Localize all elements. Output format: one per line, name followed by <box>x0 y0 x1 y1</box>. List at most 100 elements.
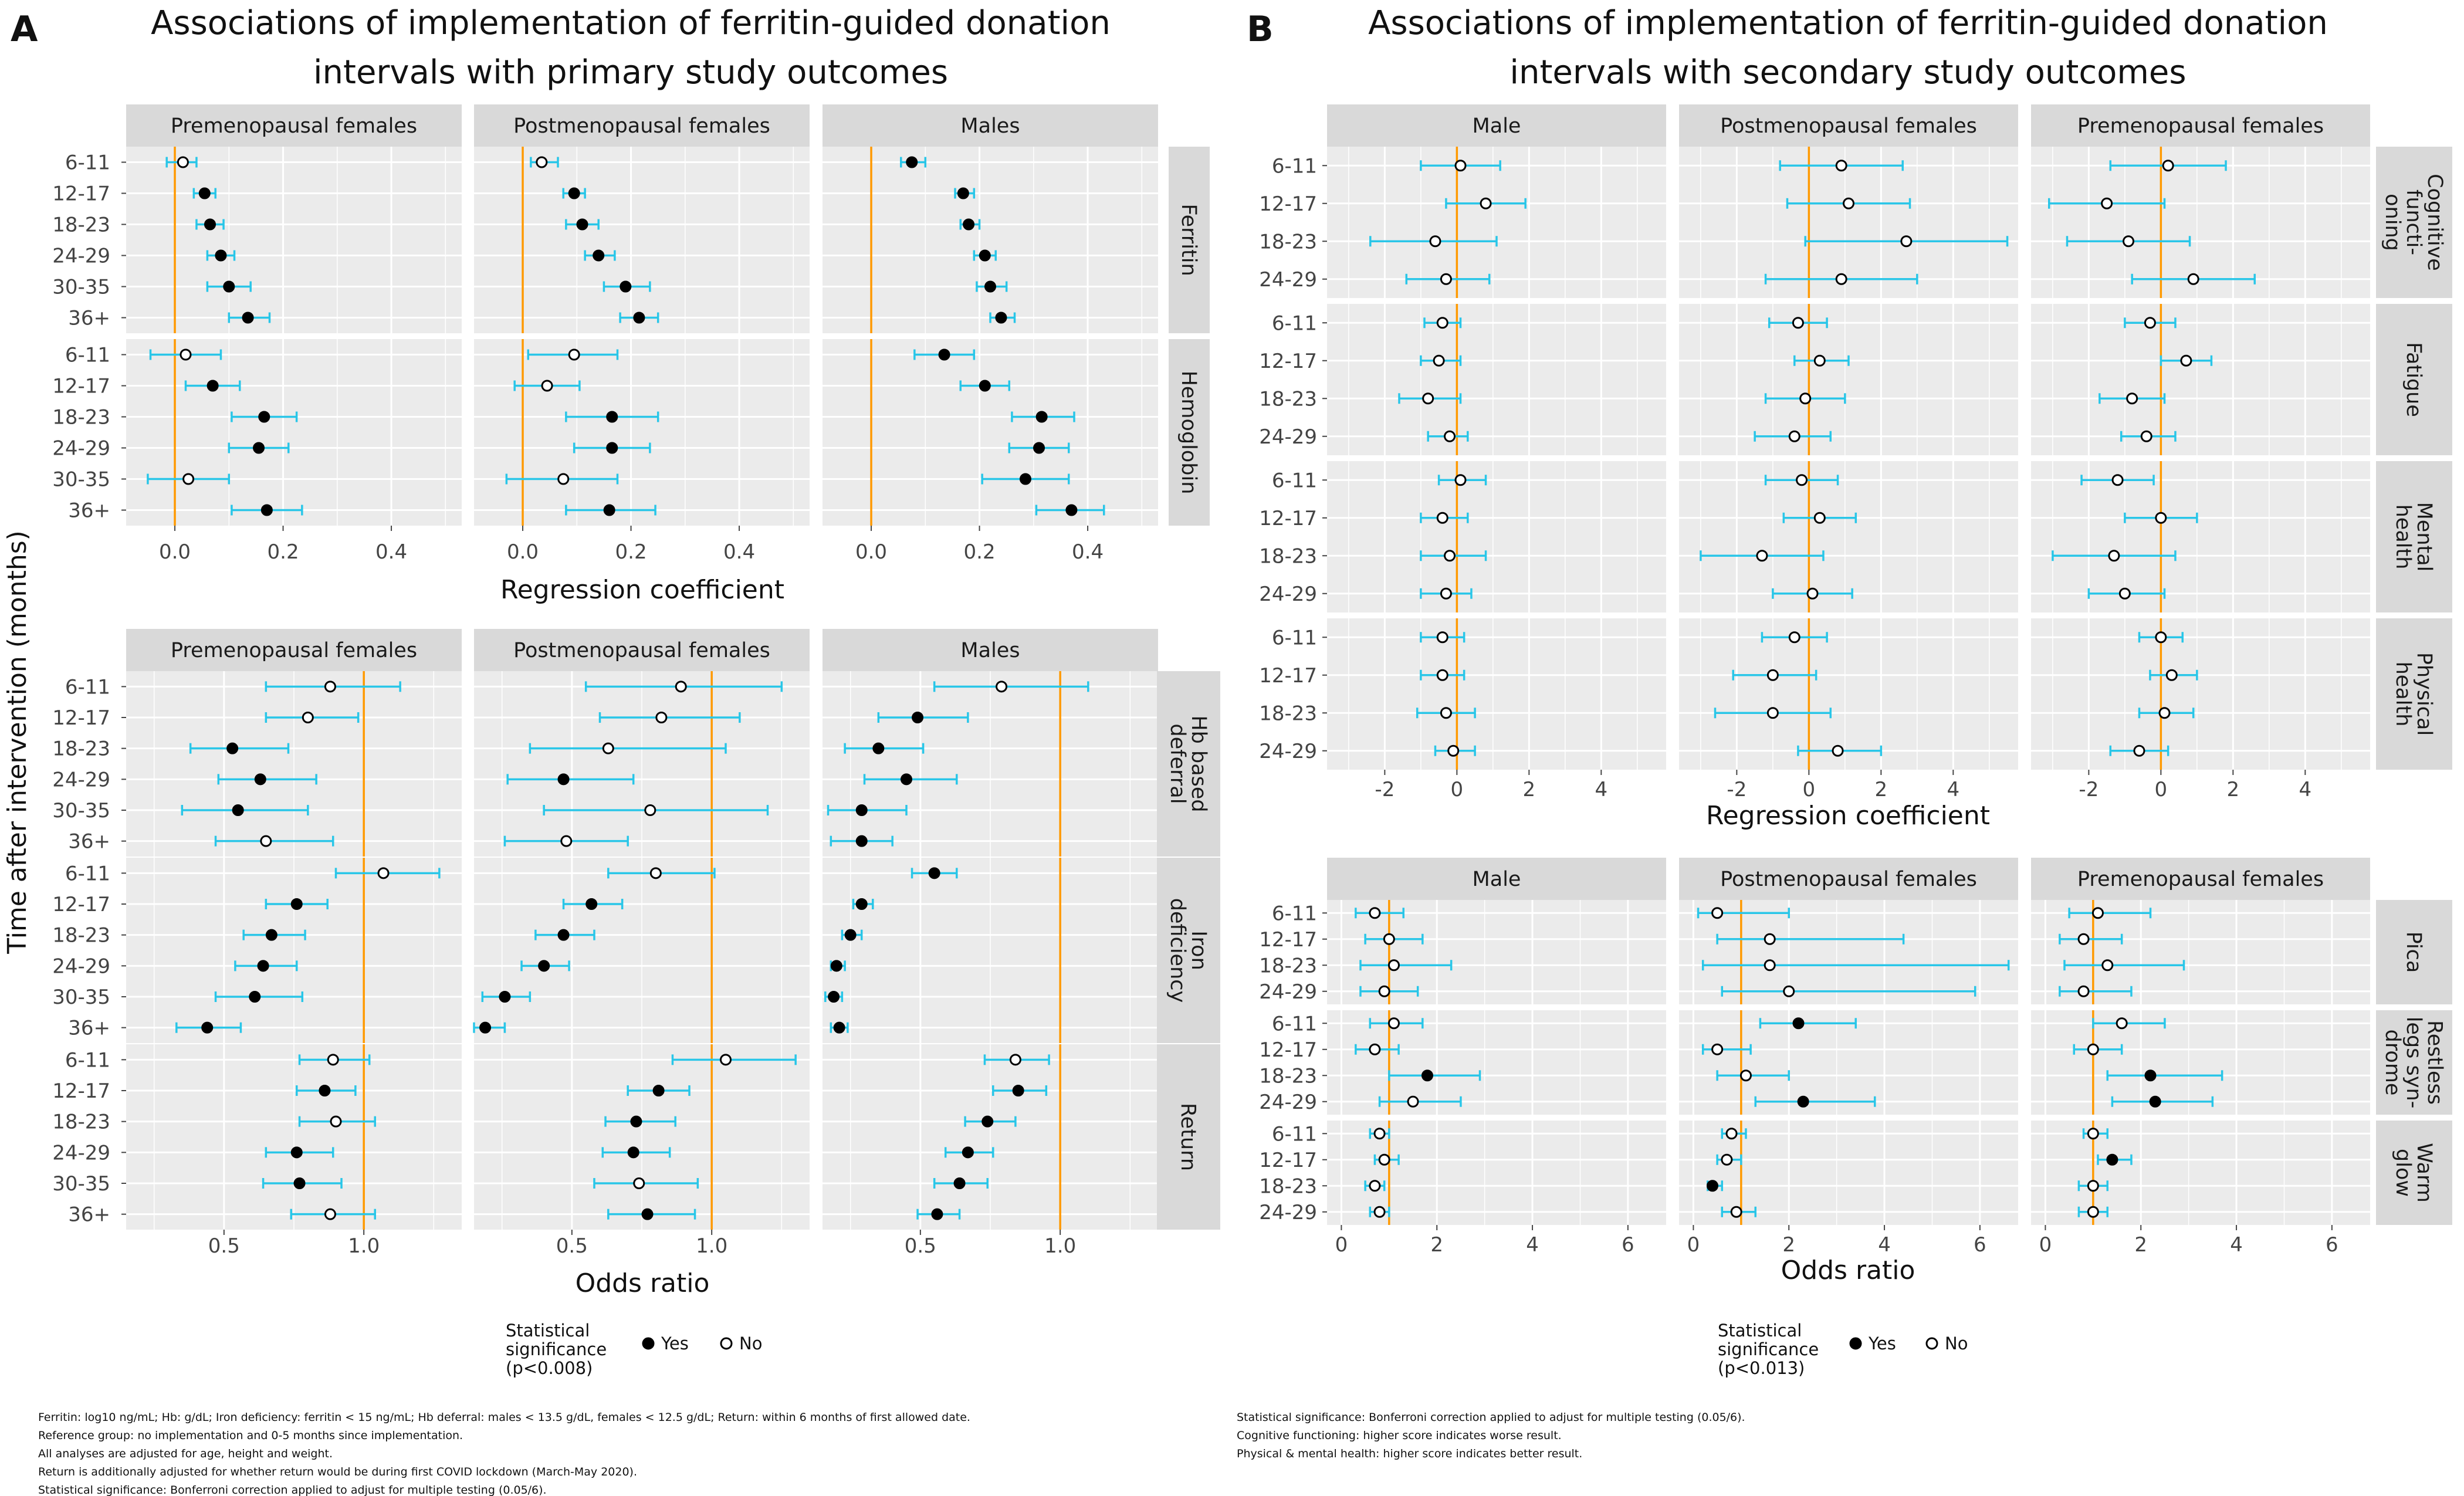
legend-a-title-2: significance <box>506 1339 607 1359</box>
point-not-significant <box>1721 1153 1733 1166</box>
facet-strip-label: Postmenopausal females <box>513 114 770 138</box>
y-tick-label: 6-11 <box>65 344 110 367</box>
facet-strip-label: Premenopausal females <box>171 114 417 138</box>
facet-panel <box>1327 1010 1666 1115</box>
y-tick-label: 18-23 <box>1259 702 1317 725</box>
x-tick-label: 0.0 <box>855 540 887 564</box>
y-tick-label: 24-29 <box>1259 268 1317 292</box>
point-not-significant <box>1454 474 1467 486</box>
row-strip-label: Cognitivefuncti-oning <box>2381 174 2446 271</box>
point-not-significant <box>2101 959 2114 972</box>
x-tick-label: 0 <box>2039 1233 2052 1257</box>
y-tick-label: 36+ <box>68 1017 110 1040</box>
facet-strip <box>823 104 1158 147</box>
row-strip-label: Return <box>1176 1103 1200 1171</box>
point-significant <box>226 742 239 754</box>
row-strip-label-line: oning <box>2381 194 2404 251</box>
point-not-significant <box>649 867 662 879</box>
y-tick-label: 18-23 <box>52 737 110 761</box>
point-not-significant <box>327 1054 339 1066</box>
point-significant <box>1706 1180 1718 1192</box>
y-tick-label: 6-11 <box>1272 469 1317 492</box>
x-tick-label: 4 <box>1595 778 1607 801</box>
facet-panel <box>126 339 462 526</box>
point-not-significant <box>1422 392 1434 405</box>
point-significant <box>953 1177 966 1189</box>
x-tick-label: 0.5 <box>556 1234 588 1258</box>
point-not-significant <box>536 156 548 168</box>
footnote-b-1: Statistical significance: Bonferroni cor… <box>1237 1411 1745 1424</box>
point-significant <box>223 280 235 293</box>
x-tick-label: 6 <box>2326 1233 2338 1257</box>
row-strip <box>2376 618 2452 770</box>
row-strip <box>2376 304 2452 455</box>
point-significant <box>2144 1069 2157 1082</box>
point-not-significant <box>1436 317 1448 329</box>
point-significant <box>1012 1085 1024 1096</box>
x-tick-label: 4 <box>1878 1233 1891 1257</box>
point-significant <box>1035 411 1048 423</box>
legend-a: Statistical significance (p<0.008) Yes N… <box>506 1321 762 1378</box>
facet-panel <box>1679 461 2018 612</box>
row-strip-label: Ferritin <box>1177 204 1200 276</box>
point-significant <box>984 280 996 293</box>
y-tick-label: 24-29 <box>52 1141 110 1165</box>
row-strip-label-line: Ferritin <box>1177 204 1200 276</box>
x-tick-label: 6 <box>1974 1233 1986 1257</box>
point-significant <box>499 991 511 1003</box>
point-significant <box>633 312 645 324</box>
y-tick-label: 12-17 <box>1259 350 1317 373</box>
y-tick-label: 12-17 <box>1259 507 1317 530</box>
point-not-significant <box>568 348 580 361</box>
facet-strip <box>474 629 810 671</box>
y-tick-label: 36+ <box>68 830 110 854</box>
point-significant <box>620 280 632 293</box>
point-significant <box>855 898 868 910</box>
point-significant <box>198 187 211 199</box>
point-significant <box>265 929 277 941</box>
row-strip-label: Restlesslegs syn-drome <box>2381 1017 2446 1109</box>
x-tick-label: -2 <box>1375 778 1395 801</box>
facet-panel <box>1327 304 1666 455</box>
x-tick-label: 0.4 <box>375 540 407 564</box>
row-strip-label-line: Pica <box>2402 932 2425 973</box>
point-not-significant <box>2126 392 2138 405</box>
point-not-significant <box>182 473 195 485</box>
facet-strip-label: Postmenopausal females <box>513 639 770 662</box>
point-significant <box>603 504 615 516</box>
point-significant <box>872 742 885 754</box>
facet-panel <box>2031 900 2370 1004</box>
legend-b-no-label: No <box>1945 1333 1968 1353</box>
facet-panel <box>2031 618 2370 770</box>
y-tick-label: 24-29 <box>1259 583 1317 606</box>
point-not-significant <box>557 473 570 485</box>
y-tick-label: 6-11 <box>1272 626 1317 649</box>
facet-panel <box>1679 618 2018 770</box>
point-significant <box>641 1208 654 1220</box>
x-tick-label: -2 <box>2079 778 2099 801</box>
legend-b-no-marker <box>1925 1337 1938 1350</box>
facet-strip-label: Premenopausal females <box>2077 114 2324 138</box>
facet-strip <box>823 629 1158 671</box>
point-not-significant <box>1009 1054 1021 1066</box>
point-not-significant <box>1766 707 1779 719</box>
point-significant <box>254 773 266 786</box>
point-significant <box>2106 1153 2118 1166</box>
y-tick-label: 30-35 <box>52 276 110 299</box>
y-tick-label: 6-11 <box>1272 312 1317 335</box>
facet-panel <box>2031 147 2370 298</box>
point-not-significant <box>1764 959 1776 972</box>
point-significant <box>293 1177 306 1189</box>
panel-a-title-line1: Associations of implementation of ferrit… <box>151 4 1111 42</box>
point-significant <box>830 960 842 972</box>
point-not-significant <box>2187 273 2199 285</box>
panel-b-title-line1: Associations of implementation of ferrit… <box>1368 4 2328 42</box>
point-significant <box>2149 1095 2161 1108</box>
facet-panel <box>1679 900 2018 1004</box>
facet-panel <box>1327 147 1666 298</box>
point-significant <box>931 1208 943 1220</box>
point-not-significant <box>1436 631 1448 644</box>
point-not-significant <box>1369 1180 1381 1192</box>
row-strip-label-line: deficiency <box>1166 898 1189 1003</box>
point-significant <box>981 1115 994 1128</box>
